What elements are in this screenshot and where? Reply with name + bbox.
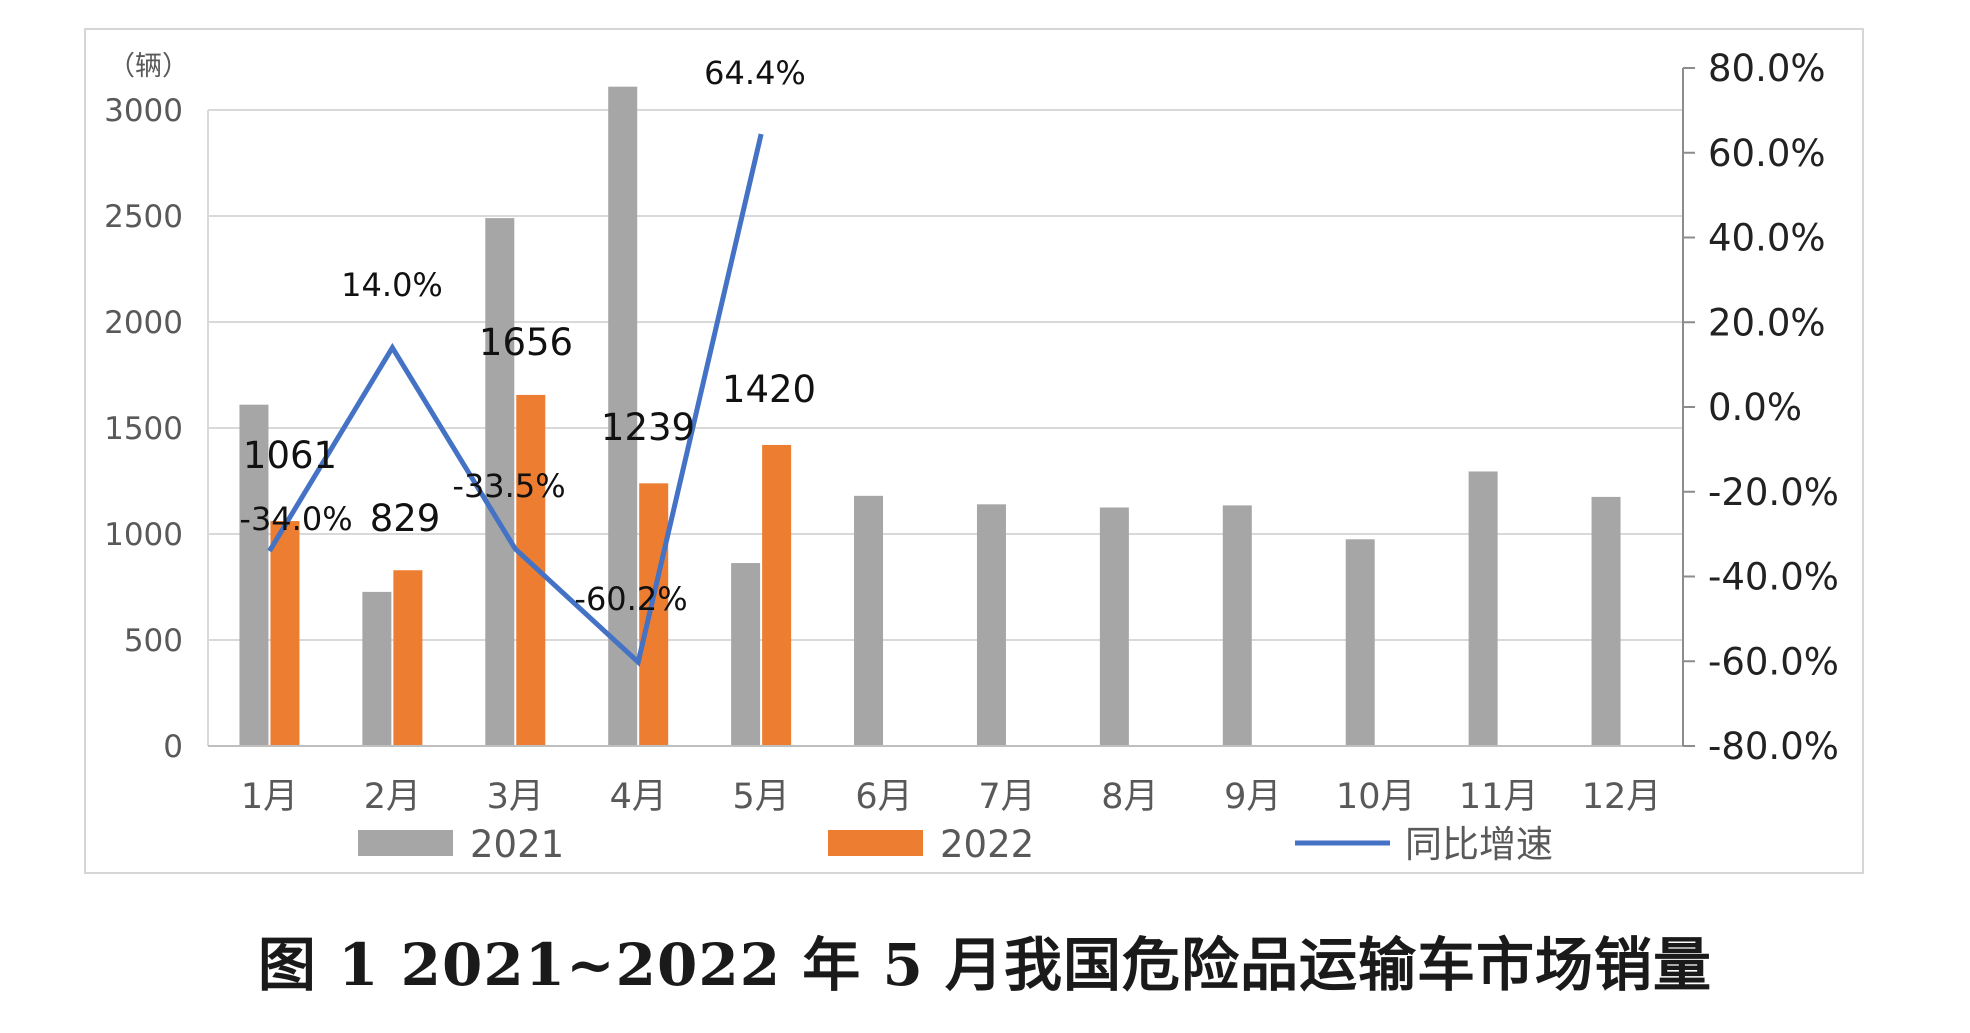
bar-2022-1: [270, 521, 300, 746]
legend-swatch-2021: [358, 830, 453, 856]
y-tick-label: 1500: [104, 411, 183, 447]
gridlines: [208, 109, 1683, 641]
y2-tick-label: 80.0%: [1708, 47, 1826, 90]
x-tick-label: 12月: [1582, 777, 1662, 817]
x-tick-label: 10月: [1336, 777, 1416, 817]
data-labels: 1061 829 1656 1239 1420 -34.0% 14.0% -33.5% -60.…: [239, 54, 816, 618]
legend-label-2021: 2021: [470, 823, 564, 866]
bar-2022-label: 1061: [243, 434, 337, 477]
y-tick-label: 3000: [104, 93, 183, 129]
y-tick-label: 2000: [104, 305, 183, 341]
bar-2022-2: [393, 570, 423, 746]
y2-tick-label: -40.0%: [1708, 556, 1839, 599]
y-tick-label: 500: [124, 623, 183, 659]
legend-label-2022: 2022: [940, 823, 1034, 866]
y2-tick-label: -80.0%: [1708, 725, 1839, 768]
y-tick-label: 1000: [104, 517, 183, 553]
bar-2021-9: [1222, 505, 1252, 746]
legend-swatch-2022: [828, 830, 923, 856]
y2-tick-label: 0.0%: [1708, 386, 1802, 429]
bar-2021-5: [731, 563, 761, 746]
bars: [239, 86, 1621, 747]
y2-tick-label: -20.0%: [1708, 471, 1839, 514]
bar-2022-5: [762, 444, 792, 746]
bar-2021-10: [1345, 539, 1375, 746]
x-tick-label: 3月: [487, 777, 544, 817]
x-tick-label: 8月: [1101, 777, 1158, 817]
axes: 0 500 1000 1500 2000 2500 3000 （辆） -80.0% -60.0% -…: [104, 47, 1839, 817]
chart: 1061 829 1656 1239 1420 -34.0% 14.0% -33.5% -60.…: [104, 47, 1839, 866]
y2-tick-label: 20.0%: [1708, 301, 1826, 344]
bar-2022-label: 829: [370, 497, 441, 540]
figure-caption: 图 1 2021~2022 年 5 月我国危险品运输车市场销量: [257, 931, 1713, 999]
bar-2021-12: [1591, 496, 1621, 746]
growth-label: -33.5%: [452, 467, 565, 505]
growth-label: -34.0%: [239, 500, 352, 538]
x-tick-label: 5月: [732, 777, 789, 817]
bar-2021-7: [976, 504, 1006, 746]
y2-tick-label: -60.0%: [1708, 640, 1839, 683]
growth-label: -60.2%: [574, 580, 687, 618]
bar-2021-3: [485, 218, 515, 746]
y2-tick-label: 60.0%: [1708, 132, 1826, 175]
legend: 2021 2022 同比增速: [358, 823, 1553, 866]
bar-2021-8: [1099, 507, 1129, 746]
bar-2022-label: 1239: [601, 406, 695, 449]
growth-label: 14.0%: [341, 266, 443, 304]
x-tick-label: 9月: [1224, 777, 1281, 817]
x-tick-label: 6月: [855, 777, 912, 817]
bar-2021-1: [239, 404, 269, 746]
growth-label: 64.4%: [704, 54, 806, 92]
growth-line: [267, 133, 764, 667]
bar-2021-11: [1468, 471, 1498, 746]
y-tick-label: 2500: [104, 199, 183, 235]
y-axis-unit: （辆）: [108, 51, 189, 82]
bar-2021-6: [854, 495, 884, 746]
bar-2022-label: 1656: [479, 321, 573, 364]
x-tick-label: 1月: [241, 777, 298, 817]
bar-2021-2: [362, 591, 392, 746]
bar-2022-4: [639, 483, 669, 746]
x-tick-label: 2月: [364, 777, 421, 817]
y-tick-label: 0: [163, 729, 183, 765]
x-tick-label: 11月: [1459, 777, 1539, 817]
y2-tick-label: 40.0%: [1708, 217, 1826, 260]
x-tick-label: 4月: [610, 777, 667, 817]
legend-label-growth: 同比增速: [1405, 823, 1553, 866]
x-tick-label: 7月: [978, 777, 1035, 817]
bar-2022-label: 1420: [722, 368, 816, 411]
